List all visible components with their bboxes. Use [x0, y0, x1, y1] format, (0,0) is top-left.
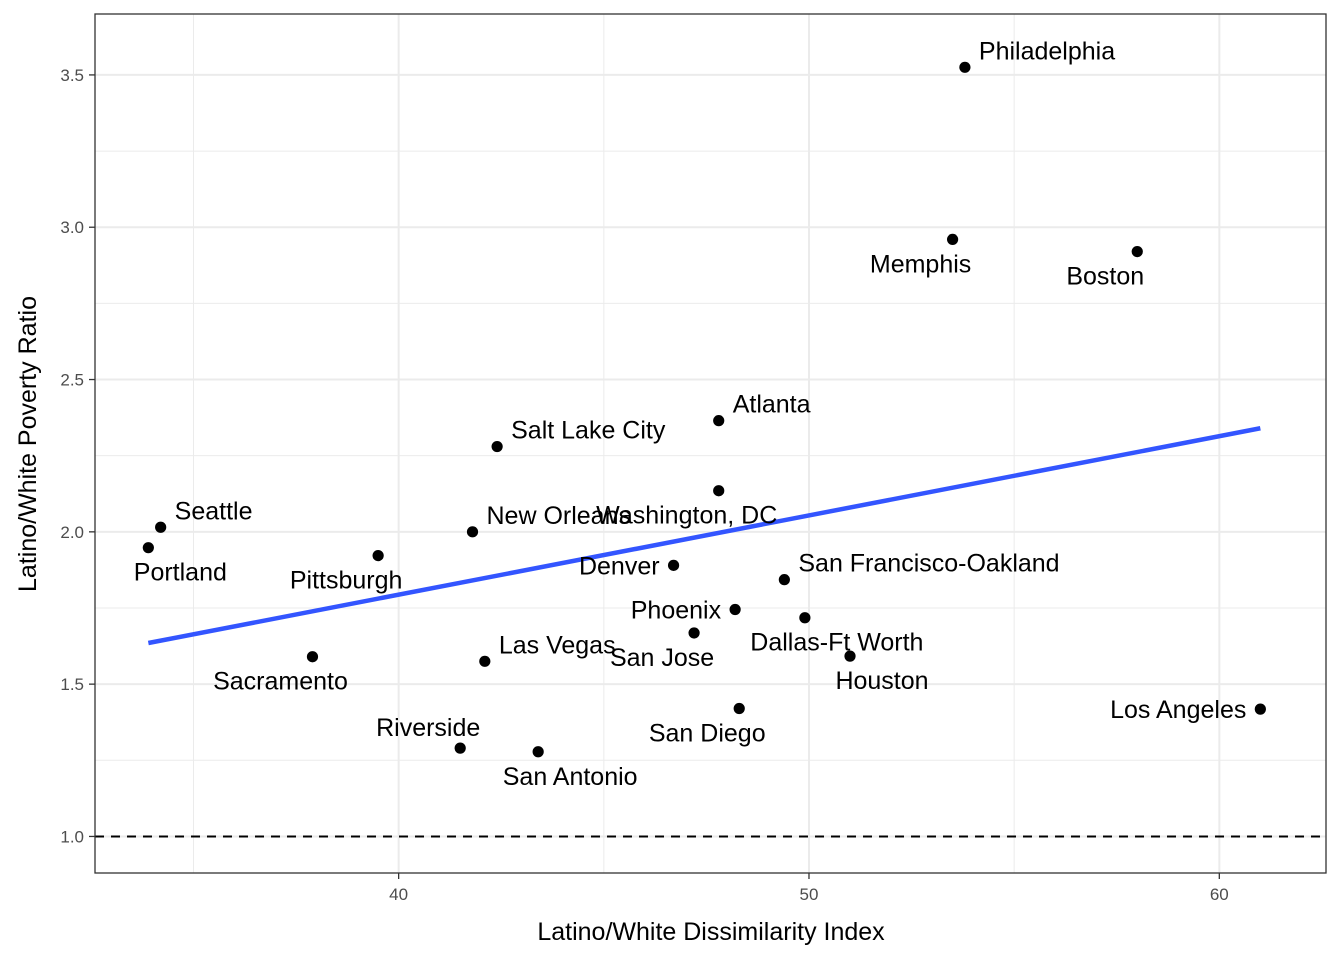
point-sacramento — [306, 651, 319, 663]
point-portland — [142, 542, 154, 554]
point-boston — [1131, 245, 1143, 258]
fit-line-group — [147, 426, 1261, 646]
y-tick-label: 2.0 — [60, 523, 84, 542]
point-label-portland: Portland — [134, 559, 227, 587]
y-tick-label: 3.0 — [60, 218, 84, 237]
point-denver — [667, 559, 680, 571]
point-philadelphia — [959, 61, 971, 73]
point-memphis — [946, 233, 959, 246]
y-tick-label: 2.5 — [60, 371, 84, 390]
y-tick-label: 1.0 — [60, 827, 84, 846]
point-atlanta — [713, 415, 725, 427]
point-label-san-diego: San Diego — [649, 720, 766, 748]
x-tick-label: 40 — [389, 885, 408, 904]
y-tick-label: 1.5 — [60, 675, 84, 694]
point-phoenix — [729, 603, 741, 616]
point-dallas-ft-worth — [799, 612, 811, 624]
point-label-seattle: Seattle — [175, 497, 253, 525]
point-label-riverside: Riverside — [376, 714, 480, 742]
point-label-new-orleans: New Orleans — [487, 502, 632, 530]
point-pittsburgh — [372, 549, 384, 562]
point-label-san-antonio: San Antonio — [503, 763, 638, 791]
point-label-phoenix: Phoenix — [631, 597, 722, 625]
point-label-salt-lake-city: Salt Lake City — [511, 417, 666, 445]
point-houston — [844, 650, 856, 662]
panel-border — [94, 13, 1327, 874]
y-axis-title: Latino/White Poverty Ratio — [14, 296, 42, 592]
y-axis-ticks: 1.0 1.5 2.0 2.5 3.0 3.5 — [60, 66, 95, 846]
point-label-dallas-ft-worth: Dallas-Ft Worth — [750, 629, 923, 657]
point-san-antonio — [532, 746, 544, 758]
point-washington-dc — [713, 485, 725, 497]
x-axis-title: Latino/White Dissimilarity Index — [537, 918, 885, 946]
point-label-san-francisco-oakland: San Francisco-Oakland — [798, 550, 1059, 578]
fit-line — [147, 426, 1261, 646]
y-tick-label: 3.5 — [60, 66, 84, 85]
points-group — [142, 61, 1266, 758]
minor-gridlines — [95, 14, 1326, 873]
point-label-los-angeles: Los Angeles — [1110, 696, 1246, 724]
point-label-atlanta: Atlanta — [733, 391, 811, 419]
point-new-orleans — [466, 526, 479, 538]
point-label-pittsburgh: Pittsburgh — [290, 567, 403, 595]
point-label-sacramento: Sacramento — [213, 668, 348, 696]
point-label-denver: Denver — [579, 552, 660, 580]
point-labels-group: Philadelphia Memphis Boston Atlanta Salt Lak… — [134, 37, 1247, 790]
x-tick-label: 50 — [800, 885, 819, 904]
point-san-diego — [733, 702, 745, 715]
point-las-vegas — [479, 655, 491, 667]
point-label-san-jose: San Jose — [610, 644, 714, 672]
x-axis-ticks: 40 50 60 — [389, 873, 1229, 904]
point-salt-lake-city — [491, 440, 503, 453]
point-seattle — [155, 521, 167, 533]
point-label-houston: Houston — [835, 667, 928, 695]
point-label-las-vegas: Las Vegas — [499, 631, 616, 659]
point-riverside — [454, 742, 466, 754]
point-label-boston: Boston — [1066, 263, 1144, 291]
point-label-washington-dc: Washington, DC — [596, 502, 777, 530]
x-tick-label: 60 — [1210, 885, 1229, 904]
point-label-memphis: Memphis — [870, 250, 971, 278]
point-san-francisco-oakland — [778, 574, 790, 586]
point-los-angeles — [1254, 703, 1266, 715]
point-label-philadelphia: Philadelphia — [979, 37, 1115, 65]
major-gridlines — [95, 14, 1326, 873]
point-san-jose — [688, 627, 700, 639]
